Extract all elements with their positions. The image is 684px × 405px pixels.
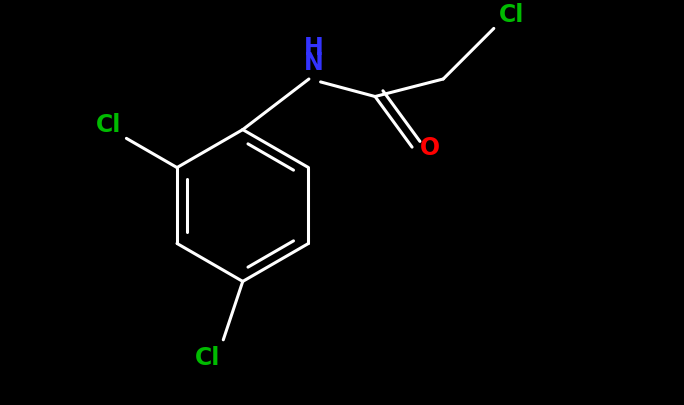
Text: Cl: Cl <box>96 113 122 137</box>
Text: H: H <box>304 36 324 60</box>
Text: O: O <box>420 136 440 160</box>
Text: Cl: Cl <box>195 345 220 369</box>
Text: N: N <box>304 51 324 75</box>
Text: Cl: Cl <box>499 4 524 28</box>
